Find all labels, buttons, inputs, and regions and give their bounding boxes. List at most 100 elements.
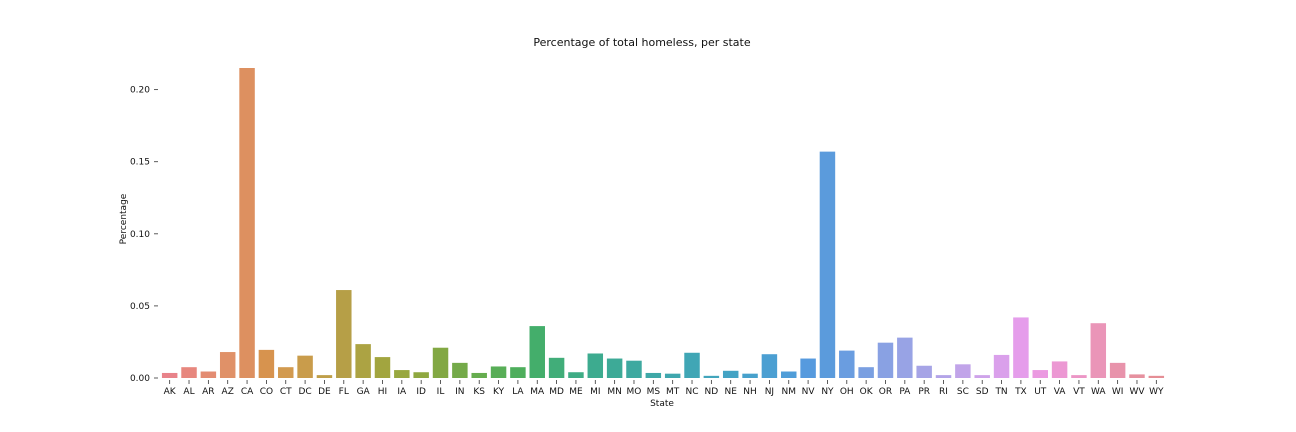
x-tick-label-ca: CA <box>241 387 254 397</box>
x-tick-label-la: LA <box>512 387 524 397</box>
bar-ca <box>239 68 255 378</box>
bar-vt <box>1071 375 1087 378</box>
bar-la <box>510 367 526 378</box>
x-tick-label-nj: NJ <box>765 387 774 397</box>
bar-me <box>568 372 584 378</box>
x-tick-label-hi: HI <box>378 387 387 397</box>
x-tick-label-nh: NH <box>743 387 757 397</box>
x-tick-label-de: DE <box>318 387 331 397</box>
x-tick-label-pr: PR <box>918 387 930 397</box>
bar-ne <box>722 370 739 378</box>
x-tick-label-al: AL <box>183 387 194 397</box>
bar-mt <box>664 373 681 378</box>
x-tick-label-mn: MN <box>607 387 622 397</box>
x-tick-label-nd: ND <box>705 387 719 397</box>
bar-mi <box>587 353 604 378</box>
bar-hi <box>374 357 391 378</box>
x-tick-label-va: VA <box>1054 387 1067 397</box>
x-tick-label-ky: KY <box>493 387 505 397</box>
bar-va <box>1051 361 1068 378</box>
bar-wi <box>1109 362 1126 378</box>
x-tick-label-or: OR <box>879 387 892 397</box>
x-tick-label-ia: IA <box>397 387 407 397</box>
x-tick-label-mi: MI <box>590 387 600 397</box>
bar-ar <box>200 371 217 378</box>
bar-nc <box>684 352 700 378</box>
bar-or <box>877 342 894 378</box>
x-tick-label-tx: TX <box>1014 387 1027 397</box>
bar-wy <box>1148 375 1165 378</box>
x-tick-label-tn: TN <box>994 387 1007 397</box>
x-tick-label-ks: KS <box>473 387 485 397</box>
x-tick-label-az: AZ <box>222 387 234 397</box>
x-tick-label-nm: NM <box>782 387 797 397</box>
x-tick-label-fl: FL <box>339 387 349 397</box>
bar-de <box>316 375 333 378</box>
bar-ga <box>355 344 371 378</box>
x-tick-label-mt: MT <box>666 387 680 397</box>
x-tick-label-md: MD <box>549 387 564 397</box>
bar-ia <box>394 370 410 378</box>
x-tick-label-vt: VT <box>1073 387 1085 397</box>
bar-id <box>413 372 429 378</box>
bar-dc <box>297 355 313 378</box>
x-tick-label-ar: AR <box>202 387 214 397</box>
bar-nv <box>800 358 816 378</box>
x-tick-label-nc: NC <box>686 387 699 397</box>
x-tick-label-ok: OK <box>860 387 874 397</box>
bars <box>161 68 1165 378</box>
x-tick-label-sc: SC <box>957 387 969 397</box>
x-tick-label-dc: DC <box>298 387 311 397</box>
bar-al <box>181 367 197 378</box>
x-tick-label-wv: WV <box>1129 387 1145 397</box>
bar-wv <box>1129 374 1145 378</box>
x-axis: AK AL AR AZ CA CO CT DC DE FL GA HI IA ID IL IN KS KY LA MA… <box>164 380 1164 397</box>
x-tick-label-wi: WI <box>1112 387 1124 397</box>
bar-ny <box>819 151 836 378</box>
bar-ms <box>645 372 662 378</box>
bar-ok <box>858 367 874 378</box>
y-tick-label: 0.15 <box>130 158 150 168</box>
bar-il <box>432 347 449 378</box>
bar-in <box>452 362 468 378</box>
bar-az <box>219 352 236 378</box>
bar-tn <box>993 354 1010 378</box>
x-tick-label-ms: MS <box>647 387 661 397</box>
bar-co <box>258 349 275 378</box>
bar-ri <box>935 375 952 378</box>
bar-sd <box>974 375 990 378</box>
x-tick-label-ne: NE <box>725 387 738 397</box>
bar-ma <box>529 326 545 378</box>
x-tick-label-sd: SD <box>976 387 989 397</box>
chart-title: Percentage of total homeless, per state <box>533 36 750 49</box>
bar-mn <box>606 358 623 378</box>
bar-nd <box>703 375 720 378</box>
bar-sc <box>955 364 971 378</box>
x-tick-label-co: CO <box>260 387 273 397</box>
x-tick-label-ak: AK <box>164 387 177 397</box>
bar-ky <box>490 366 507 378</box>
x-tick-label-wy: WY <box>1149 387 1164 397</box>
bar-wa <box>1090 323 1107 378</box>
bar-mo <box>626 360 642 378</box>
y-axis: 0.00 0.05 0.10 0.15 0.20 <box>130 86 158 384</box>
x-tick-label-wa: WA <box>1091 387 1106 397</box>
x-tick-label-ga: GA <box>357 387 371 397</box>
x-tick-label-ma: MA <box>530 387 545 397</box>
bar-pr <box>916 365 932 378</box>
x-tick-label-ri: RI <box>939 387 948 397</box>
bar-oh <box>839 350 855 378</box>
y-tick-label: 0.00 <box>130 374 150 384</box>
bar-ak <box>161 372 178 378</box>
x-tick-label-oh: OH <box>840 387 854 397</box>
bar-tx <box>1013 317 1029 378</box>
bar-nm <box>781 371 797 378</box>
x-tick-label-in: IN <box>455 387 464 397</box>
y-tick-label: 0.10 <box>130 230 150 240</box>
bar-nj <box>761 354 778 378</box>
bar-nh <box>742 373 758 378</box>
bar-pa <box>897 337 913 378</box>
x-tick-label-ct: CT <box>280 387 292 397</box>
